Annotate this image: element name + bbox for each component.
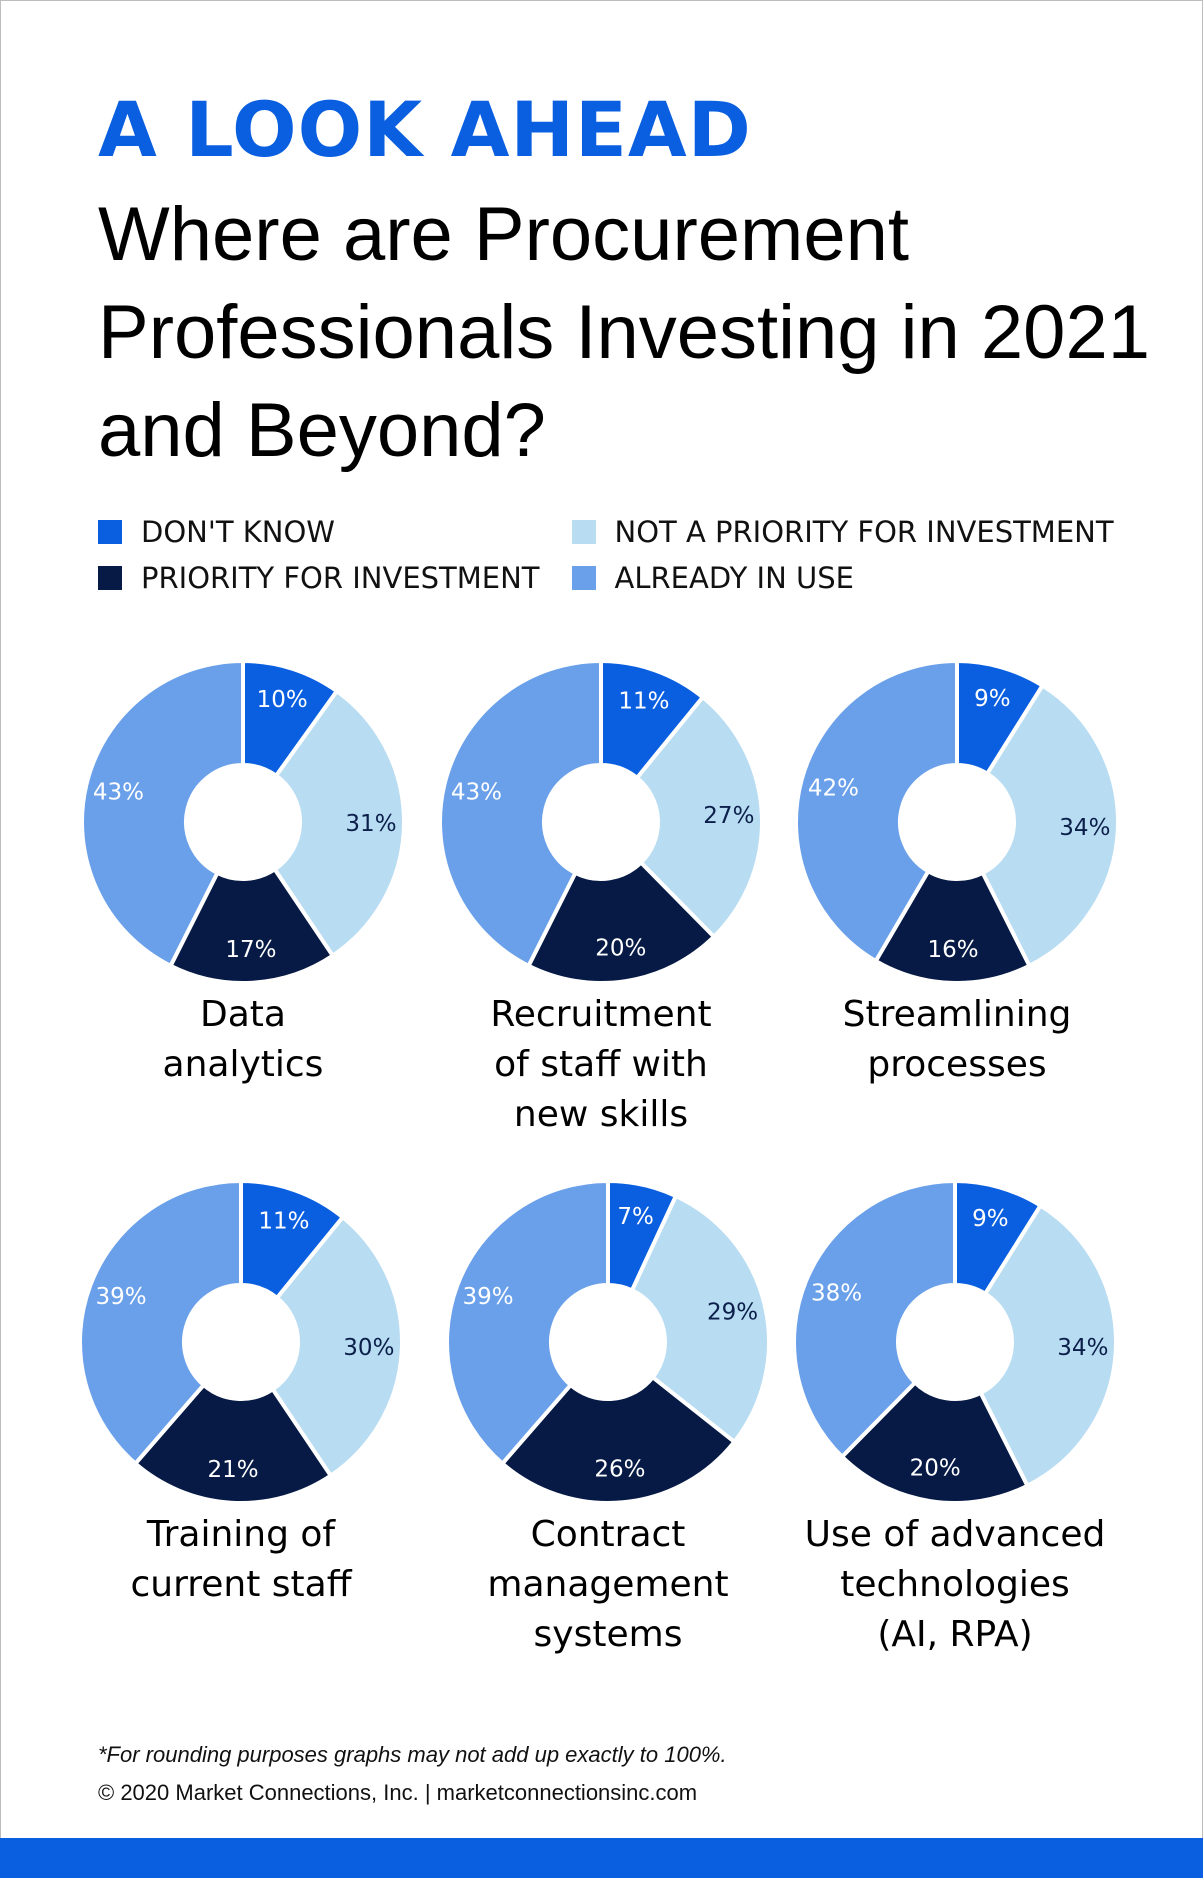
footnote: *For rounding purposes graphs may not ad…	[98, 1742, 727, 1767]
legend-label: NOT A PRIORITY FOR INVESTMENT	[614, 515, 1114, 549]
donut-chart-1: 11% 27% 20% 43%	[438, 659, 764, 985]
donut-chart-2: 9% 34% 16% 42%	[794, 659, 1120, 985]
legend-swatch	[98, 520, 122, 544]
slice-label-already-in-use: 42%	[808, 776, 859, 802]
legend-swatch	[571, 520, 596, 544]
slice-label-priority: 20%	[910, 1455, 961, 1481]
chart-title-training: Training of current staff	[130, 1514, 352, 1605]
slice-already-in-use	[791, 1179, 957, 1459]
donut-chart-5: 9% 34% 20% 38%	[791, 1179, 1118, 1505]
slice-label-not-priority: 30%	[343, 1335, 394, 1361]
slice-priority	[168, 867, 335, 985]
chart-title-advanced-technologies: Use of advanced technologies (AI, RPA)	[804, 1514, 1106, 1655]
slice-not-priority	[270, 1215, 404, 1478]
slice-label-already-in-use: 39%	[463, 1284, 514, 1310]
slice-label-dont-know: 10%	[257, 687, 308, 713]
slice-label-already-in-use: 38%	[811, 1280, 862, 1306]
donut-chart-3: 11% 30% 21% 39%	[77, 1179, 404, 1505]
slice-label-priority: 16%	[927, 937, 978, 963]
slice-label-not-priority: 34%	[1059, 815, 1110, 841]
slice-not-priority	[635, 695, 764, 939]
copyright-text: © 2020 Market Connections, Inc. | market…	[98, 1780, 698, 1805]
slice-already-in-use	[80, 659, 245, 968]
slice-priority	[526, 860, 716, 985]
chart-title-contract-management: Contract management systems	[487, 1514, 729, 1655]
slice-label-priority: 26%	[594, 1456, 645, 1482]
legend-item-already-in-use: ALREADY IN USE	[571, 561, 1114, 595]
legend-label: PRIORITY FOR INVESTMENT	[141, 561, 540, 595]
slice-label-not-priority: 34%	[1057, 1335, 1108, 1361]
slice-already-in-use	[77, 1179, 243, 1466]
legend-item-priority: PRIORITY FOR INVESTMENT	[98, 561, 540, 595]
legend: DON'T KNOW NOT A PRIORITY FOR INVESTMENT…	[98, 515, 1114, 595]
legend-item-not-priority: NOT A PRIORITY FOR INVESTMENT	[571, 515, 1114, 549]
chart-title-streamlining: Streamlining processes	[842, 994, 1072, 1085]
slice-label-priority: 21%	[207, 1457, 258, 1483]
slice-label-dont-know: 9%	[974, 686, 1011, 712]
chart-title-data-analytics: Data analytics	[162, 994, 324, 1085]
legend-swatch	[571, 566, 596, 590]
chart-title-recruitment: Recruitment of staff with new skills	[490, 994, 712, 1135]
slice-already-in-use	[438, 659, 603, 968]
slice-not-priority	[630, 1194, 771, 1444]
slice-not-priority	[272, 689, 406, 958]
slice-label-dont-know: 11%	[258, 1208, 309, 1234]
slice-already-in-use	[794, 659, 959, 964]
slice-priority	[840, 1380, 1030, 1505]
slice-priority	[133, 1383, 333, 1505]
slice-label-already-in-use: 39%	[96, 1284, 147, 1310]
page-title: Where are Procurement Professionals Inve…	[98, 192, 1150, 473]
slice-label-not-priority: 31%	[345, 811, 396, 837]
donut-charts: 10% 31% 17% 43% 11% 27% 20% 43% 9% 34% 16% 42% 11% 30…	[77, 659, 1120, 1505]
legend-label: ALREADY IN USE	[614, 561, 854, 595]
slice-label-priority: 20%	[595, 935, 646, 961]
kicker-heading: A LOOK AHEAD	[98, 85, 752, 174]
donut-chart-4: 7% 29% 26% 39%	[444, 1179, 771, 1505]
slice-label-dont-know: 11%	[618, 688, 669, 714]
slice-priority	[500, 1375, 737, 1505]
slice-not-priority	[980, 683, 1120, 968]
slice-label-dont-know: 7%	[617, 1204, 654, 1230]
legend-swatch	[98, 566, 122, 590]
legend-label: DON'T KNOW	[141, 515, 335, 549]
donut-chart-0: 10% 31% 17% 43%	[80, 659, 406, 985]
slice-label-already-in-use: 43%	[93, 779, 144, 805]
legend-item-dont-know: DON'T KNOW	[98, 515, 540, 549]
slice-label-not-priority: 27%	[703, 803, 754, 829]
bottom-bar	[0, 1838, 1203, 1878]
slice-label-not-priority: 29%	[707, 1299, 758, 1325]
slice-already-in-use	[444, 1179, 610, 1466]
slice-label-priority: 17%	[225, 937, 276, 963]
slice-label-dont-know: 9%	[972, 1206, 1009, 1232]
slice-label-already-in-use: 43%	[451, 779, 502, 805]
slice-not-priority	[978, 1203, 1118, 1488]
